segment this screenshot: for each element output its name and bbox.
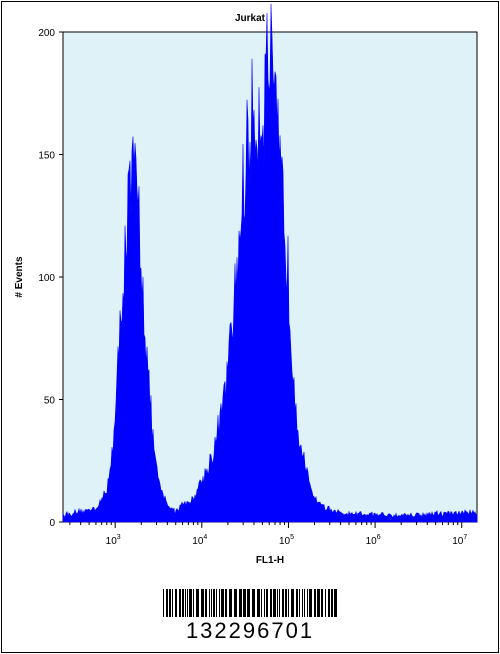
barcode-number: 132296701	[185, 618, 315, 643]
y-axis-ticks: 0 50 100 150 200	[38, 28, 63, 529]
x-axis-title: FL1-H	[256, 555, 284, 566]
x-tick-label: 107	[452, 534, 467, 547]
y-tick-label: 0	[49, 518, 55, 529]
x-tick-label: 103	[106, 534, 121, 547]
x-axis-ticks: 103 104 105 106 107	[69, 522, 467, 547]
x-tick-label: 104	[192, 534, 207, 547]
y-tick-label: 100	[38, 273, 55, 284]
y-axis-title: # Events	[14, 256, 25, 298]
y-tick-label: 200	[38, 28, 55, 39]
histogram-chart: Jurkat 0 50 100 150 200 103 104 105 106 107 FL1-…	[14, 3, 478, 566]
barcode-image	[163, 589, 337, 617]
x-tick-label: 105	[279, 534, 294, 547]
x-tick-label: 106	[366, 534, 381, 547]
histogram-fill	[62, 3, 478, 523]
y-tick-label: 50	[44, 396, 56, 407]
chart-title: Jurkat	[235, 13, 266, 24]
y-tick-label: 150	[38, 151, 55, 162]
